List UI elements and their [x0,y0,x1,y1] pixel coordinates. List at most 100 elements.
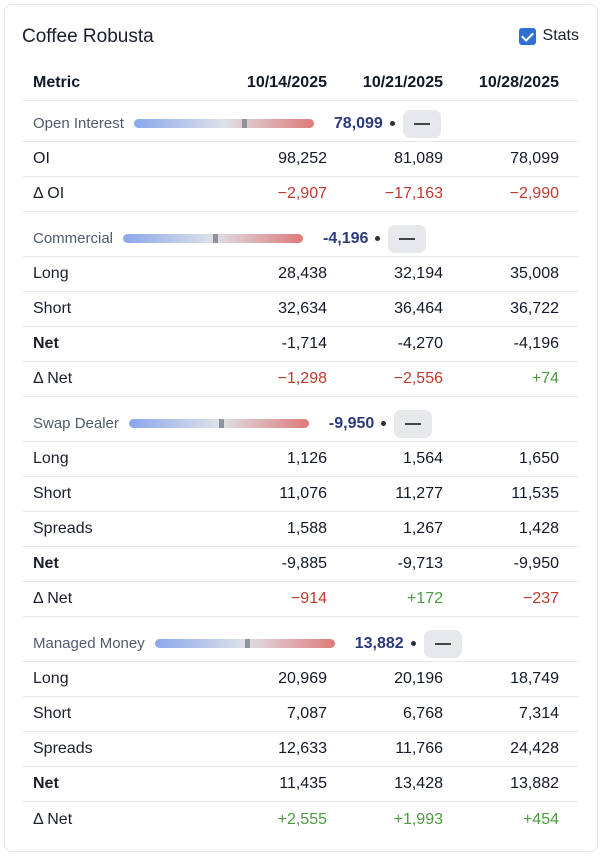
section-header: Open Interest 78,099 [23,106,579,142]
table-cell: +2,555 [277,810,327,828]
table-cell: 1,126 [286,450,327,467]
table-cell: 35,008 [510,265,559,282]
section-gauge [128,419,309,428]
collapse-section-button[interactable] [394,409,433,438]
row-label: Δ Net [33,810,73,828]
table-cell: 11,766 [395,740,443,757]
table-cell: 32,634 [278,300,327,317]
table-row: Spreads 1,588 1,267 1,428 [23,512,579,547]
table-row: Spreads 12,633 11,766 24,428 [23,732,579,767]
stats-label: Stats [542,27,579,44]
gauge-marker [218,419,224,428]
row-label: OI [33,150,50,167]
table-cell: −2,907 [277,185,327,202]
table-cell: 28,438 [278,265,327,282]
collapse-section-button[interactable] [388,224,427,253]
table-cell: 1,650 [518,450,559,467]
row-label: Spreads [33,740,93,757]
section-value: -4,196 [323,229,369,247]
section-value: 78,099 [333,114,383,132]
minus-icon [405,422,422,425]
table-cell: 1,428 [518,520,559,537]
table-row: Δ OI −2,907 −17,163 −2,990 [23,177,579,212]
row-label: Net [33,775,59,792]
row-label: Δ OI [33,185,65,202]
table-row: OI 98,252 81,089 78,099 [23,142,579,177]
table-cell: 20,969 [278,670,327,687]
row-label: Long [33,265,69,282]
row-label: Δ Net [33,370,73,387]
row-label: Long [33,450,69,467]
table-cell: 7,087 [286,705,327,722]
table-cell: -4,270 [397,335,443,352]
checkbox-checked-icon[interactable] [518,27,536,45]
section-header: Swap Dealer -9,950 [23,406,579,442]
collapse-section-button[interactable] [402,109,441,138]
bullet-dot-icon [410,641,416,646]
table-cell: 81,089 [394,150,443,167]
table-cell: −17,163 [384,185,443,202]
column-header-date: 10/14/2025 [246,73,327,91]
table-cell: +1,993 [393,810,443,828]
bullet-dot-icon [381,421,387,426]
table-row: Δ Net −914 +172 −237 [23,582,579,617]
table-cell: 12,633 [278,740,327,757]
table-cell: +74 [531,370,559,387]
section-name: Swap Dealer [33,415,119,432]
row-label: Net [33,335,59,352]
table-cell: 1,588 [286,520,327,537]
table-cell: -1,714 [281,335,327,352]
column-header-metric: Metric [33,73,81,91]
row-label: Long [33,670,69,687]
table-row: Long 1,126 1,564 1,650 [23,442,579,477]
table-cell: 13,882 [510,775,559,792]
section-value: 13,882 [354,634,404,652]
section-value: -9,950 [328,414,375,432]
table-cell: 1,564 [402,450,443,467]
row-label: Short [33,300,72,317]
table-cell: 20,196 [394,670,443,687]
section-gauge [154,639,335,648]
table-cell: -9,713 [397,555,443,572]
card-title: Coffee Robusta [22,26,154,47]
table-cell: 7,314 [518,705,559,722]
table-cell: −237 [522,590,559,607]
cot-card: Coffee Robusta Stats Metric 10/14/2025 1… [4,4,598,852]
table-row: Long 28,438 32,194 35,008 [23,257,579,292]
table-cell: 98,252 [278,150,327,167]
table-row: Long 20,969 20,196 18,749 [23,662,579,697]
section-name: Managed Money [33,635,145,652]
table-row: Net -1,714 -4,270 -4,196 [23,327,579,362]
gauge-marker [241,119,247,128]
table-row: Short 7,087 6,768 7,314 [23,697,579,732]
stats-toggle[interactable]: Stats [518,27,579,45]
table-cell: −2,556 [393,370,443,387]
row-label: Short [33,485,72,502]
table-cell: 11,277 [395,485,443,502]
section-gauge [133,119,314,128]
table-cell: 6,768 [402,705,443,722]
collapse-section-button[interactable] [423,629,462,658]
table-cell: 1,267 [402,520,443,537]
table-cell: 36,464 [394,300,443,317]
table-cell: +172 [406,590,443,607]
bullet-dot-icon [389,121,395,126]
minus-icon [434,642,451,645]
table-cell: -9,950 [513,555,559,572]
gauge-marker [244,639,250,648]
table-cell: -9,885 [281,555,327,572]
column-header-date: 10/21/2025 [362,73,443,91]
gauge-marker [213,234,219,243]
table-row: Net 11,435 13,428 13,882 [23,767,579,802]
table-cell: 13,428 [394,775,443,792]
row-label: Spreads [33,520,93,537]
table-cell: −2,990 [509,185,559,202]
table-cell: 24,428 [510,740,559,757]
column-header-date: 10/28/2025 [478,73,559,91]
table-cell: −1,298 [277,370,327,387]
minus-icon [399,237,416,240]
row-label: Δ Net [33,590,73,607]
table-cell: −914 [290,590,327,607]
table-cell: 18,749 [510,670,559,687]
section-gauge [123,234,304,243]
